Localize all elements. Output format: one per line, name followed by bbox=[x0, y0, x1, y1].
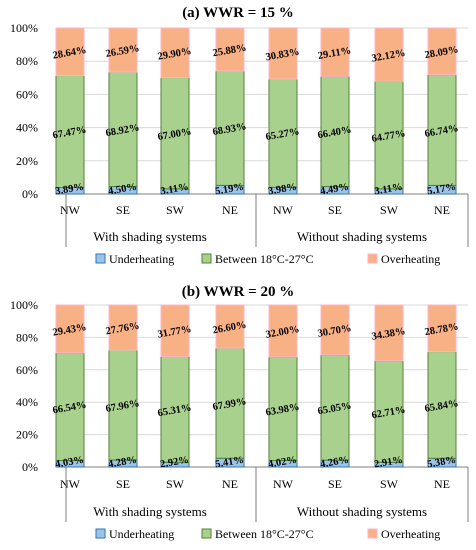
x-category-label: SW bbox=[166, 203, 185, 217]
data-label: 4.49% bbox=[319, 182, 349, 198]
legend-label: Underheating bbox=[109, 252, 174, 266]
x-group-label: With shading systems bbox=[93, 229, 207, 244]
y-tick-label: 60% bbox=[16, 363, 38, 377]
chart-title: (a) WWR = 15 % bbox=[182, 5, 294, 21]
legend-label: Overheating bbox=[381, 252, 440, 266]
x-category-label: SE bbox=[116, 477, 130, 491]
bar-segment-overheating bbox=[160, 304, 190, 357]
chart-panel-a: (a) WWR = 15 %0%20%40%60%80%100%3.89%67.… bbox=[10, 5, 469, 266]
legend-swatch bbox=[201, 253, 212, 264]
data-label: 5.41% bbox=[214, 455, 244, 471]
legend-swatch bbox=[367, 528, 378, 539]
x-group-label: Without shading systems bbox=[297, 504, 427, 519]
bar-segment-overheating bbox=[108, 27, 138, 73]
legend-swatch bbox=[367, 253, 378, 264]
x-category-label: NW bbox=[60, 477, 81, 491]
x-category-label: SW bbox=[380, 477, 399, 491]
x-category-label: NW bbox=[273, 203, 294, 217]
bar-segment-between bbox=[320, 354, 350, 461]
bar-segment-between bbox=[160, 77, 190, 190]
bar-segment-overheating bbox=[427, 304, 457, 353]
y-tick-label: 100% bbox=[10, 298, 38, 312]
chart-panel-b: (b) WWR = 20 %0%20%40%60%80%100%4.03%66.… bbox=[10, 284, 469, 541]
chart-title: (b) WWR = 20 % bbox=[182, 284, 294, 300]
x-category-label: SW bbox=[380, 203, 399, 217]
legend-swatch bbox=[95, 528, 106, 539]
data-label: 5.17% bbox=[426, 182, 456, 198]
legend-label: Underheating bbox=[109, 527, 174, 541]
data-label: 5.38% bbox=[426, 455, 456, 471]
bar-segment-between bbox=[320, 75, 350, 188]
bar-segment-overheating bbox=[268, 27, 298, 80]
data-label: 4.28% bbox=[107, 455, 137, 471]
x-category-label: NE bbox=[434, 477, 450, 491]
x-category-label: SE bbox=[116, 203, 130, 217]
y-tick-label: 0% bbox=[22, 460, 38, 474]
bar-segment-between bbox=[268, 78, 298, 188]
data-label: 4.50% bbox=[107, 182, 137, 198]
x-category-label: SE bbox=[328, 203, 342, 217]
bar-segment-overheating bbox=[215, 304, 245, 349]
bar-segment-between bbox=[55, 352, 85, 461]
x-category-label: NW bbox=[273, 477, 294, 491]
bar-segment-overheating bbox=[55, 304, 85, 354]
bar-segment-overheating bbox=[374, 27, 404, 82]
y-tick-label: 40% bbox=[16, 395, 38, 409]
bar-segment-between bbox=[215, 347, 245, 459]
x-category-label: NE bbox=[434, 203, 450, 217]
data-label: 4.03% bbox=[54, 455, 84, 471]
bar-segment-overheating bbox=[320, 304, 350, 356]
legend-swatch bbox=[95, 253, 106, 264]
data-label: 2.91% bbox=[373, 455, 403, 471]
bar-segment-between bbox=[427, 74, 457, 186]
y-tick-label: 40% bbox=[16, 121, 38, 135]
data-label: 3.89% bbox=[54, 182, 84, 198]
bar-segment-between bbox=[108, 71, 138, 188]
bar-segment-overheating bbox=[160, 27, 190, 79]
data-label: 3.11% bbox=[160, 182, 190, 198]
legend-label: Between 18°C-27°C bbox=[215, 527, 314, 541]
bar-segment-between bbox=[374, 80, 404, 190]
legend-label: Overheating bbox=[381, 527, 440, 541]
data-label: 3.98% bbox=[267, 182, 297, 198]
y-tick-label: 80% bbox=[16, 330, 38, 344]
bar-segment-between bbox=[374, 360, 404, 463]
bar-segment-overheating bbox=[268, 304, 298, 358]
data-label: 2.92% bbox=[159, 455, 189, 471]
x-category-label: NW bbox=[60, 203, 81, 217]
x-group-label: With shading systems bbox=[93, 504, 207, 519]
bar-segment-overheating bbox=[427, 27, 457, 76]
y-tick-label: 20% bbox=[16, 154, 38, 168]
x-category-label: SW bbox=[166, 477, 185, 491]
x-category-label: NE bbox=[222, 477, 238, 491]
bar-segment-overheating bbox=[55, 27, 85, 77]
x-category-label: NE bbox=[222, 203, 238, 217]
data-label: 5.19% bbox=[214, 182, 244, 198]
bar-segment-between bbox=[160, 355, 190, 463]
data-label: 4.02% bbox=[267, 455, 297, 471]
bar-segment-overheating bbox=[215, 27, 245, 72]
y-tick-label: 80% bbox=[16, 54, 38, 68]
y-tick-label: 20% bbox=[16, 428, 38, 442]
bar-segment-overheating bbox=[374, 304, 404, 362]
bar-segment-overheating bbox=[108, 304, 138, 351]
x-category-label: SE bbox=[328, 477, 342, 491]
y-tick-label: 100% bbox=[10, 21, 38, 35]
y-tick-label: 60% bbox=[16, 87, 38, 101]
legend-swatch bbox=[201, 528, 212, 539]
data-label: 4.26% bbox=[319, 455, 349, 471]
data-label: 3.11% bbox=[374, 182, 404, 198]
bar-segment-overheating bbox=[320, 27, 350, 77]
legend-label: Between 18°C-27°C bbox=[215, 252, 314, 266]
bar-segment-between bbox=[55, 75, 85, 189]
x-group-label: Without shading systems bbox=[297, 229, 427, 244]
y-tick-label: 0% bbox=[22, 187, 38, 201]
